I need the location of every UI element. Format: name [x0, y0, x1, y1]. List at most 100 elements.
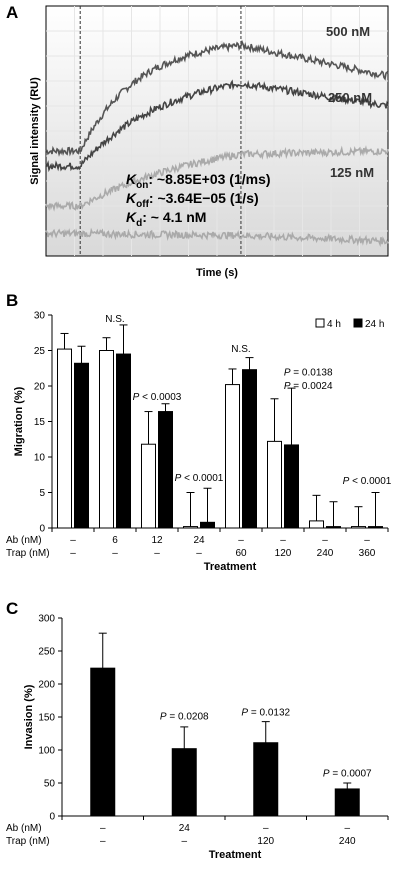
- y-tick-label: 0: [49, 812, 55, 823]
- dose-row-label: Ab (nM): [6, 823, 42, 834]
- bar: [253, 742, 279, 817]
- migration-bar-chart: B 0 5 10 15 20 25 30 – – 6 – 12 – 24 – – 60 – 120 – 240 – 360 A…: [6, 291, 392, 573]
- significance-label: N.S.: [231, 344, 250, 355]
- bar: [309, 520, 324, 529]
- dose-row-label: Trap (nM): [6, 548, 50, 559]
- bar: [99, 350, 114, 529]
- y-tick-label: 150: [38, 713, 55, 724]
- x-axis-title: Treatment: [209, 849, 262, 861]
- kinetic-constant: Koff: ~3.64E−05 (1/s): [126, 190, 259, 210]
- bar: [200, 521, 215, 529]
- trap-dose-label: –: [70, 548, 76, 559]
- y-tick-label: 10: [34, 453, 46, 464]
- trap-dose-label: 60: [235, 548, 247, 559]
- ab-dose-label: 6: [112, 535, 118, 546]
- significance-label: P = 0.0024: [284, 381, 333, 392]
- panel-label-c: C: [6, 599, 18, 618]
- bar: [158, 411, 173, 529]
- trap-dose-label: 240: [317, 548, 334, 559]
- trap-dose-label: –: [181, 836, 187, 847]
- trap-dose-label: –: [100, 836, 106, 847]
- bar: [351, 526, 366, 529]
- trap-dose-label: 360: [359, 548, 376, 559]
- bar: [368, 526, 383, 529]
- series-label: 125 nM: [330, 165, 374, 180]
- ab-dose-label: 24: [193, 535, 205, 546]
- bar: [242, 369, 257, 529]
- y-tick-label: 100: [38, 746, 55, 757]
- y-axis-title: Signal intensity (RU): [29, 77, 41, 185]
- bar: [141, 443, 156, 529]
- significance-label: P = 0.0138: [284, 367, 333, 378]
- x-axis-title: Time (s): [196, 267, 238, 279]
- bar: [171, 748, 197, 817]
- panel-b: B 0 5 10 15 20 25 30 – – 6 – 12 – 24 – – 60 – 120 – 240 – 360 A…: [0, 288, 400, 590]
- dose-row-label: Ab (nM): [6, 535, 42, 546]
- trap-dose-label: –: [196, 548, 202, 559]
- ab-dose-label: –: [100, 823, 106, 834]
- significance-label: P = 0.0208: [160, 712, 209, 723]
- y-tick-label: 25: [34, 346, 46, 357]
- bar: [326, 526, 341, 529]
- bar: [116, 353, 131, 529]
- series-label: 250 nM: [328, 90, 372, 105]
- y-tick-label: 15: [34, 417, 46, 428]
- panel-label-a: A: [6, 3, 18, 22]
- dose-row-label: Trap (nM): [6, 836, 50, 847]
- significance-label: P = 0.0007: [323, 768, 372, 779]
- y-tick-label: 0: [39, 524, 45, 535]
- panel-label-b: B: [6, 291, 18, 310]
- sensorgram-series: [45, 39, 389, 157]
- y-axis-title: Migration (%): [13, 386, 25, 456]
- trap-dose-label: 120: [275, 548, 292, 559]
- bar: [284, 444, 299, 529]
- significance-label: N.S.: [105, 314, 124, 325]
- significance-label: P < 0.0003: [133, 392, 182, 403]
- invasion-bar-chart: C 0 50 100 150 200 250 300 – – 24 – – 120 – 240 Ab (nM)…: [6, 599, 389, 861]
- legend-swatch: [353, 318, 363, 328]
- y-tick-label: 50: [44, 779, 56, 790]
- bar: [74, 362, 89, 529]
- ab-dose-label: –: [70, 535, 76, 546]
- ab-dose-label: –: [238, 535, 244, 546]
- panel-c: C 0 50 100 150 200 250 300 – – 24 – – 120 – 240 Ab (nM)…: [0, 590, 400, 876]
- y-tick-label: 5: [39, 488, 45, 499]
- x-axis-title: Treatment: [204, 561, 257, 573]
- sensorgram-series: [45, 145, 389, 212]
- kinetic-constant: Kon: ~8.85E+03 (1/ms): [126, 171, 271, 191]
- sensorgram-chart: A 500 nM 250 nM 125 nM Kon: ~8.85E+03 (1/ms…: [6, 3, 389, 279]
- ab-dose-label: –: [263, 823, 269, 834]
- bar: [267, 440, 282, 529]
- ab-dose-label: –: [280, 535, 286, 546]
- series-label: 500 nM: [326, 24, 370, 39]
- sensorgram-series: [45, 79, 389, 173]
- panel-a: A 500 nM 250 nM 125 nM Kon: ~8.85E+03 (1/ms…: [0, 0, 400, 285]
- ab-dose-label: –: [344, 823, 350, 834]
- y-axis-title: Invasion (%): [23, 684, 35, 749]
- ab-dose-label: 12: [151, 535, 163, 546]
- y-tick-label: 30: [34, 311, 46, 322]
- y-tick-label: 300: [38, 614, 55, 625]
- bar: [183, 526, 198, 529]
- bar: [90, 667, 116, 817]
- trap-dose-label: 120: [257, 836, 274, 847]
- significance-label: P < 0.0001: [343, 476, 392, 487]
- bar: [225, 384, 240, 529]
- legend-entry: 4 h: [327, 319, 341, 330]
- ab-dose-label: –: [322, 535, 328, 546]
- y-tick-label: 250: [38, 647, 55, 658]
- sensorgram-series: [45, 227, 389, 248]
- bar: [334, 788, 360, 817]
- kinetic-constant: Kd: ~ 4.1 nM: [126, 209, 206, 229]
- ab-dose-label: –: [364, 535, 370, 546]
- significance-label: P < 0.0001: [175, 473, 224, 484]
- legend-entry: 24 h: [365, 319, 384, 330]
- trap-dose-label: –: [154, 548, 160, 559]
- trap-dose-label: –: [112, 548, 118, 559]
- bar: [57, 348, 72, 529]
- y-tick-label: 200: [38, 680, 55, 691]
- significance-label: P = 0.0132: [241, 708, 290, 719]
- ab-dose-label: 24: [179, 823, 191, 834]
- trap-dose-label: 240: [339, 836, 356, 847]
- legend-swatch: [315, 318, 325, 328]
